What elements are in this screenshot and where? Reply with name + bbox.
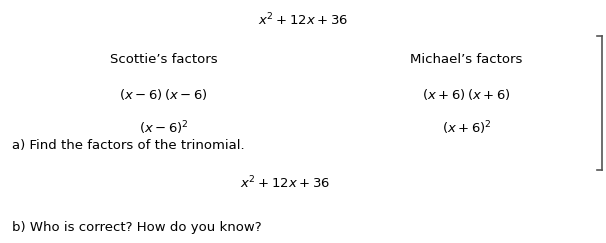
Text: b) Who is correct? How do you know?: b) Who is correct? How do you know?	[12, 221, 262, 234]
Text: $(x - 6)^2$: $(x - 6)^2$	[139, 119, 188, 137]
Text: a) Find the factors of the trinomial.: a) Find the factors of the trinomial.	[12, 139, 245, 151]
Text: $(x + 6)^2$: $(x + 6)^2$	[442, 119, 491, 137]
Text: $(x + 6)\,(x + 6)$: $(x + 6)\,(x + 6)$	[422, 87, 511, 103]
Text: $x^2 + 12x + 36$: $x^2 + 12x + 36$	[240, 175, 330, 191]
Text: $x^2 + 12x + 36$: $x^2 + 12x + 36$	[258, 12, 348, 29]
Text: Michael’s factors: Michael’s factors	[410, 53, 523, 66]
Text: $(x - 6)\,(x - 6)$: $(x - 6)\,(x - 6)$	[119, 87, 208, 103]
Text: Scottie’s factors: Scottie’s factors	[110, 53, 218, 66]
